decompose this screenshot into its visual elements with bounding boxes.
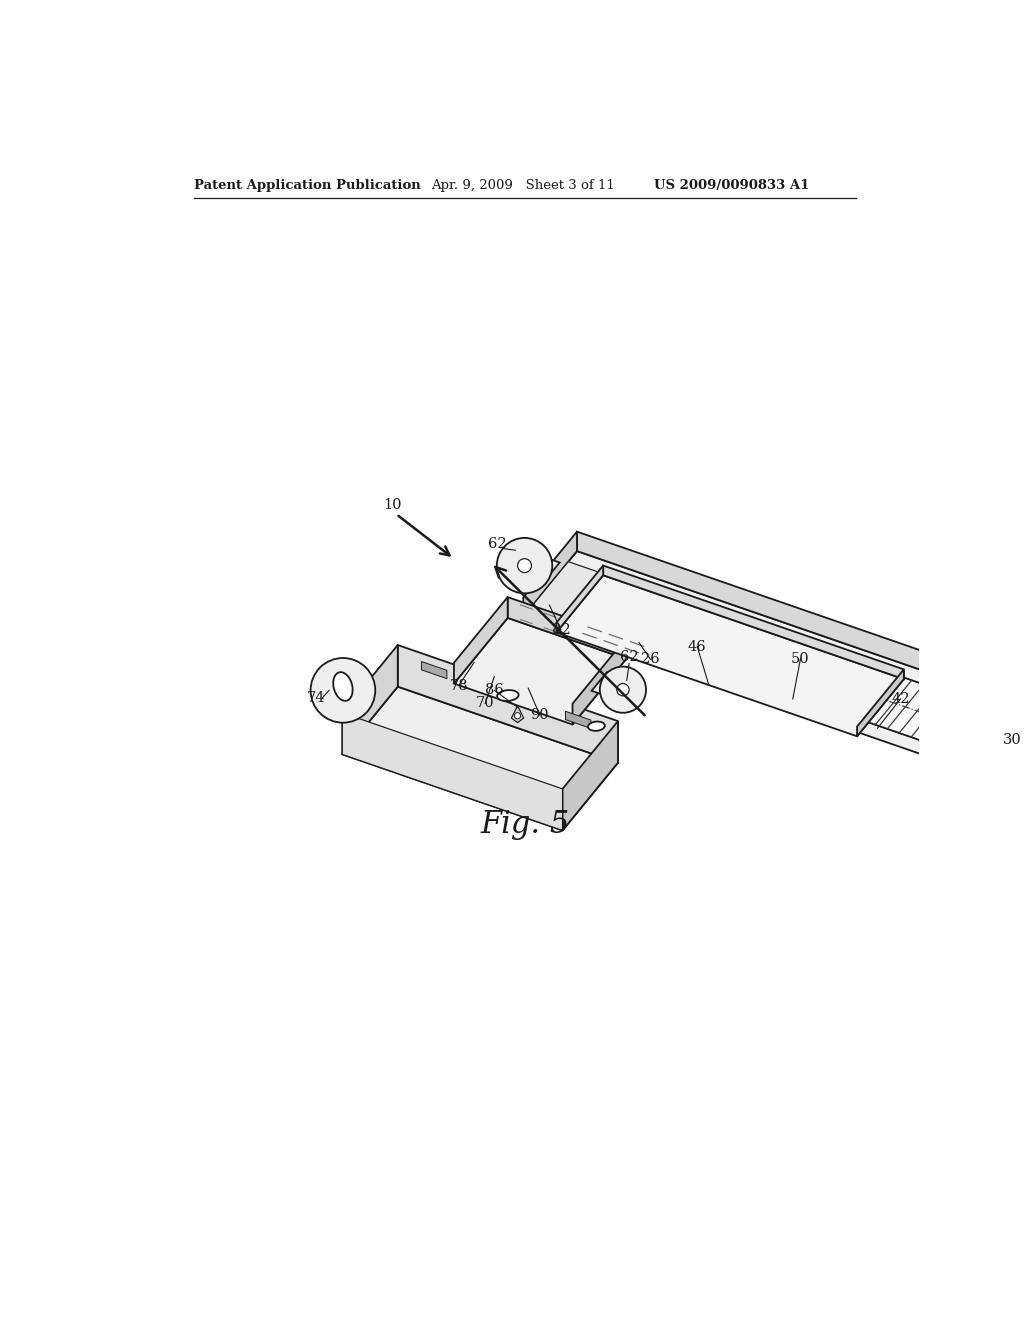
Polygon shape bbox=[342, 645, 397, 755]
Text: 30: 30 bbox=[1002, 733, 1021, 747]
Text: 74: 74 bbox=[307, 692, 326, 705]
Polygon shape bbox=[981, 714, 1013, 743]
Text: 26: 26 bbox=[641, 652, 659, 667]
Text: 50: 50 bbox=[792, 652, 810, 665]
Text: 10: 10 bbox=[383, 498, 401, 512]
Polygon shape bbox=[556, 565, 603, 632]
Text: 78: 78 bbox=[450, 678, 468, 693]
Text: Apr. 9, 2009   Sheet 3 of 11: Apr. 9, 2009 Sheet 3 of 11 bbox=[431, 178, 614, 191]
Circle shape bbox=[988, 708, 1024, 763]
Polygon shape bbox=[857, 669, 904, 737]
Text: 70: 70 bbox=[476, 697, 495, 710]
Text: 90: 90 bbox=[530, 708, 549, 722]
Text: 86: 86 bbox=[485, 684, 504, 697]
Polygon shape bbox=[964, 684, 1018, 768]
Ellipse shape bbox=[588, 722, 605, 731]
Polygon shape bbox=[527, 558, 560, 586]
Polygon shape bbox=[508, 597, 627, 659]
Polygon shape bbox=[577, 532, 1018, 704]
Circle shape bbox=[1009, 729, 1023, 742]
Text: Fig. 5: Fig. 5 bbox=[480, 809, 569, 840]
Text: 82: 82 bbox=[552, 623, 570, 636]
Polygon shape bbox=[342, 713, 562, 830]
Text: 46: 46 bbox=[688, 640, 707, 653]
Polygon shape bbox=[684, 614, 983, 750]
Text: 62: 62 bbox=[488, 537, 507, 550]
Circle shape bbox=[310, 657, 375, 722]
Polygon shape bbox=[342, 686, 617, 830]
Text: 42: 42 bbox=[891, 692, 909, 706]
Polygon shape bbox=[572, 638, 627, 725]
Polygon shape bbox=[523, 550, 1018, 768]
Polygon shape bbox=[523, 532, 577, 616]
Polygon shape bbox=[454, 618, 627, 725]
Polygon shape bbox=[397, 645, 617, 763]
Circle shape bbox=[514, 713, 520, 719]
Circle shape bbox=[497, 537, 552, 593]
Polygon shape bbox=[511, 706, 523, 722]
Polygon shape bbox=[422, 661, 446, 678]
Polygon shape bbox=[562, 721, 617, 830]
Polygon shape bbox=[603, 565, 904, 678]
Polygon shape bbox=[531, 561, 1009, 758]
Circle shape bbox=[600, 667, 646, 713]
Text: Patent Application Publication: Patent Application Publication bbox=[194, 178, 421, 191]
Text: 62: 62 bbox=[620, 651, 638, 664]
Circle shape bbox=[616, 684, 629, 696]
Text: US 2009/0090833 A1: US 2009/0090833 A1 bbox=[654, 178, 810, 191]
Polygon shape bbox=[556, 576, 904, 737]
Ellipse shape bbox=[333, 672, 352, 701]
Circle shape bbox=[517, 558, 531, 573]
Ellipse shape bbox=[497, 690, 518, 701]
Polygon shape bbox=[565, 711, 591, 729]
Polygon shape bbox=[592, 672, 620, 696]
Polygon shape bbox=[454, 597, 508, 684]
